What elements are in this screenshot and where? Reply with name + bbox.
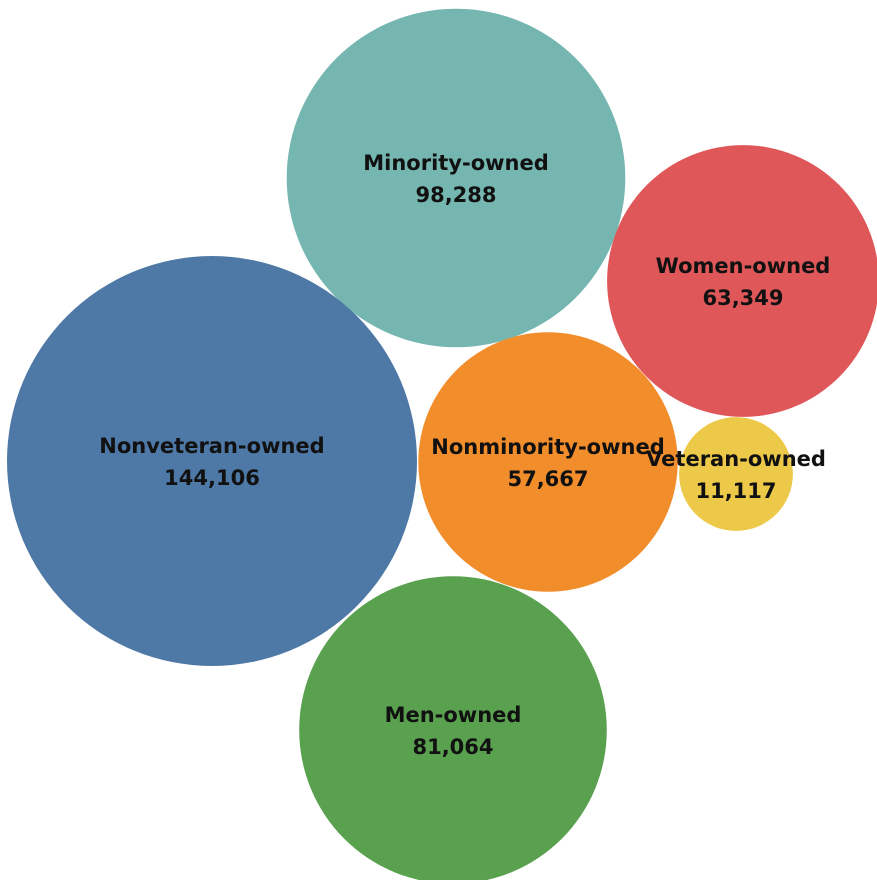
bubble-circle-nonveteran-owned <box>7 256 417 666</box>
bubble-circle-men-owned <box>299 576 607 880</box>
bubble-value-minority-owned: 98,288 <box>415 183 496 207</box>
bubble-value-veteran-owned: 11,117 <box>695 479 776 503</box>
bubble-label-men-owned: Men-owned <box>385 703 522 727</box>
bubble-women-owned: Women-owned 63,349 <box>607 145 877 417</box>
bubble-circle-minority-owned <box>286 8 626 348</box>
bubble-nonveteran-owned: Nonveteran-owned 144,106 <box>7 256 417 666</box>
bubble-circle-women-owned <box>607 145 877 417</box>
bubble-label-nonminority-owned: Nonminority-owned <box>431 435 664 459</box>
bubble-label-veteran-owned: Veteran-owned <box>646 447 826 471</box>
bubble-label-nonveteran-owned: Nonveteran-owned <box>99 434 324 458</box>
bubble-circle-veteran-owned <box>679 417 793 531</box>
bubble-veteran-owned: Veteran-owned 11,117 <box>646 417 826 531</box>
bubble-minority-owned: Minority-owned 98,288 <box>286 8 626 348</box>
bubble-value-women-owned: 63,349 <box>702 286 783 310</box>
bubble-value-men-owned: 81,064 <box>412 735 493 759</box>
bubble-label-women-owned: Women-owned <box>656 254 831 278</box>
bubble-label-minority-owned: Minority-owned <box>363 151 549 175</box>
bubble-men-owned: Men-owned 81,064 <box>299 576 607 880</box>
bubble-value-nonminority-owned: 57,667 <box>507 467 588 491</box>
bubble-nonminority-owned: Nonminority-owned 57,667 <box>418 332 678 592</box>
bubble-circle-nonminority-owned <box>418 332 678 592</box>
bubble-value-nonveteran-owned: 144,106 <box>164 466 260 490</box>
